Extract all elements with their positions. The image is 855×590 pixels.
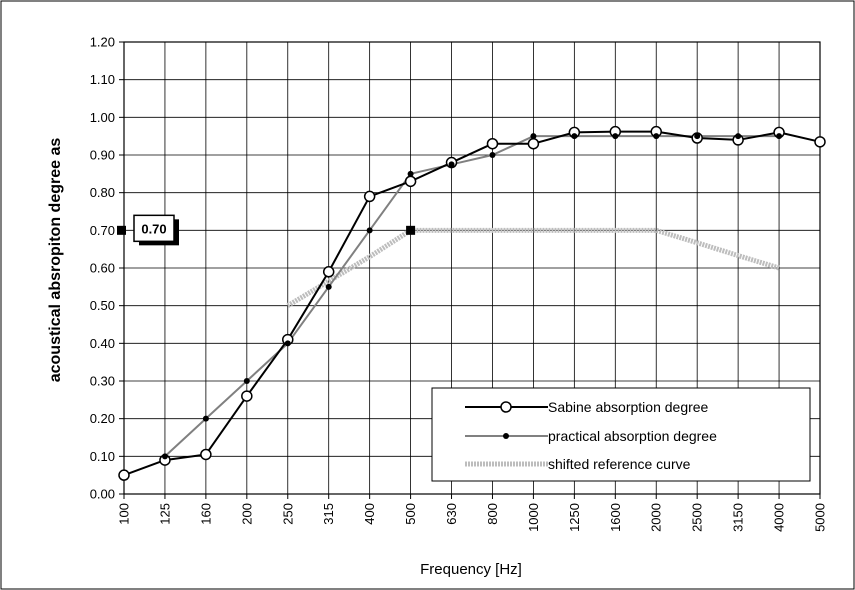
x-tick-label: 1250 bbox=[567, 503, 582, 532]
x-tick-label: 4000 bbox=[772, 503, 787, 532]
series-layer bbox=[118, 125, 826, 481]
y-tick-label: 0.40 bbox=[90, 336, 115, 351]
practical-point bbox=[489, 152, 496, 158]
x-tick-label: 160 bbox=[198, 503, 213, 525]
practical-point bbox=[202, 415, 209, 422]
practical-point bbox=[735, 133, 742, 140]
series-line-sabine bbox=[123, 130, 821, 477]
sabine-point bbox=[527, 137, 540, 150]
x-tick-label: 315 bbox=[321, 503, 336, 525]
practical-point bbox=[161, 453, 168, 460]
y-axis-ticks: 0.00 0.10 0.20 0.30 0.40 0.50 0.60 0.70 0.80 0.90… bbox=[90, 35, 124, 502]
reference-marker-500 bbox=[406, 225, 416, 235]
x-tick-label: 100 bbox=[117, 503, 132, 525]
x-tick-label: 630 bbox=[444, 503, 459, 525]
x-tick-label: 1000 bbox=[526, 503, 541, 532]
legend-label-reference: shifted reference curve bbox=[548, 456, 691, 472]
practical-point bbox=[366, 227, 373, 234]
y-tick-label: 0.00 bbox=[90, 487, 115, 502]
x-tick-label: 1600 bbox=[608, 503, 623, 532]
legend-marker-practical bbox=[503, 433, 509, 439]
practical-point bbox=[530, 133, 537, 140]
y-tick-label: 0.30 bbox=[90, 374, 115, 389]
legend-label-sabine: Sabine absorption degree bbox=[548, 399, 709, 415]
y-axis-title: acoustical absropiton degree as bbox=[47, 138, 64, 383]
legend-label-practical: practical absorption degree bbox=[548, 428, 717, 444]
sabine-point bbox=[200, 448, 212, 461]
y-tick-label: 0.90 bbox=[90, 148, 115, 163]
x-tick-label: 250 bbox=[280, 503, 295, 525]
annotation-layer: 0.70 bbox=[117, 214, 179, 246]
legend-marker-sabine bbox=[500, 401, 512, 413]
practical-point bbox=[612, 133, 619, 140]
y-tick-label: 0.10 bbox=[90, 449, 115, 464]
y-tick-label: 0.80 bbox=[90, 185, 115, 200]
y-tick-label: 0.60 bbox=[90, 261, 115, 276]
callout-label: 0.70 bbox=[141, 221, 166, 236]
y-tick-label: 1.10 bbox=[90, 72, 115, 87]
practical-point bbox=[653, 133, 660, 140]
x-axis-ticks: 100 125 160 200 250 315 400 500 630 800 1000 1250 16… bbox=[117, 494, 828, 532]
series-line-reference bbox=[286, 227, 780, 308]
y-tick-label: 0.20 bbox=[90, 411, 115, 426]
practical-point bbox=[776, 133, 783, 140]
x-axis-title: Frequency [Hz] bbox=[420, 561, 522, 578]
sabine-point bbox=[486, 137, 499, 150]
practical-point bbox=[325, 283, 332, 290]
sabine-point bbox=[814, 136, 826, 148]
x-tick-label: 400 bbox=[362, 503, 377, 525]
x-tick-label: 2000 bbox=[649, 503, 664, 532]
x-tick-label: 200 bbox=[239, 503, 254, 525]
sabine-point bbox=[363, 190, 376, 203]
x-tick-label: 3150 bbox=[731, 503, 746, 532]
x-tick-label: 500 bbox=[403, 503, 418, 525]
callout-marker bbox=[117, 225, 126, 235]
y-tick-label: 1.00 bbox=[90, 110, 115, 125]
series-line-practical bbox=[164, 135, 780, 458]
sabine-point bbox=[322, 266, 335, 278]
y-tick-label: 1.20 bbox=[90, 35, 115, 50]
sabine-point bbox=[404, 175, 417, 188]
sabine-point bbox=[118, 469, 130, 481]
practical-point bbox=[243, 378, 250, 384]
sabine-point bbox=[241, 390, 253, 402]
x-tick-label: 5000 bbox=[813, 503, 828, 532]
callout-box bbox=[133, 214, 175, 243]
y-tick-label: 0.70 bbox=[90, 223, 115, 238]
x-tick-label: 125 bbox=[157, 503, 172, 525]
practical-point bbox=[694, 133, 701, 140]
legend: Sabine absorption degree practical absor… bbox=[431, 387, 811, 482]
practical-point bbox=[284, 340, 291, 347]
practical-point bbox=[448, 161, 455, 168]
plot-area bbox=[123, 41, 821, 495]
x-tick-label: 2500 bbox=[690, 503, 705, 532]
x-tick-label: 800 bbox=[485, 503, 500, 525]
practical-point bbox=[571, 133, 578, 140]
y-tick-label: 0.50 bbox=[90, 298, 115, 313]
practical-point bbox=[407, 170, 414, 177]
